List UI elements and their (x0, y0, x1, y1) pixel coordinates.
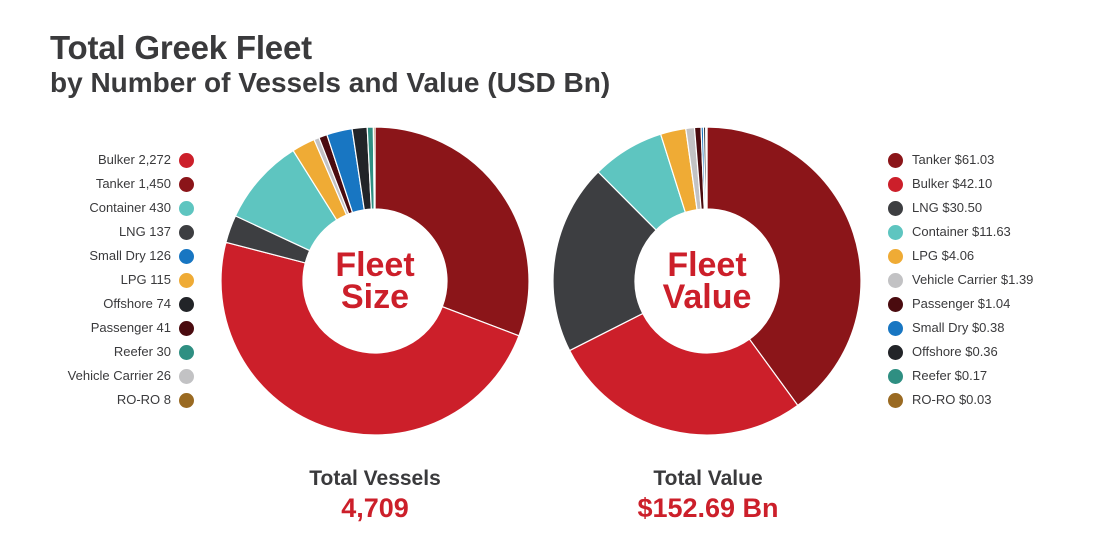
legend-label: RO-RO $0.03 (912, 392, 992, 407)
slice-bulker (220, 241, 520, 436)
legend-item-container: Container $11.63 (888, 223, 1011, 241)
legend-label: Container $11.63 (912, 224, 1011, 239)
legend-swatch (888, 272, 903, 288)
legend-item-lng: LNG $30.50 (888, 199, 982, 217)
legend-label: Passenger 41 (90, 320, 171, 335)
legend-label: Container 430 (89, 200, 171, 215)
legend-item-tanker: Tanker $61.03 (888, 151, 994, 169)
legend-label: Small Dry $0.38 (912, 320, 1005, 335)
legend-item-ro-ro: RO-RO 8 (117, 391, 194, 409)
legend-item-vehicle-carrier: Vehicle Carrier 26 (68, 367, 194, 385)
legend-swatch (179, 152, 194, 168)
legend-swatch (888, 320, 903, 336)
legend-swatch (179, 224, 194, 240)
legend-swatch (888, 392, 903, 408)
legend-item-ro-ro: RO-RO $0.03 (888, 391, 991, 409)
center-label-line: Fleet (335, 246, 414, 284)
legend-label: Passenger $1.04 (912, 296, 1011, 311)
legend-swatch (179, 176, 194, 192)
center-label-line: Size (341, 278, 409, 316)
legend-item-vehicle-carrier: Vehicle Carrier $1.39 (888, 271, 1033, 289)
legend-swatch (888, 152, 903, 168)
legend-label: RO-RO 8 (116, 392, 171, 407)
total-value-value: $152.69 Bn (637, 493, 779, 523)
legend-label: Bulker $42.10 (912, 176, 993, 191)
legend-label: Vehicle Carrier 26 (67, 368, 171, 383)
legend-swatch (888, 296, 903, 312)
legend-swatch (888, 248, 903, 264)
legend-item-passenger: Passenger 41 (91, 319, 194, 337)
slice-bulker (568, 312, 799, 436)
total-vessels-value: 4,709 (341, 493, 409, 523)
legend-item-passenger: Passenger $1.04 (888, 295, 1010, 313)
total-value-label: Total Value (653, 467, 763, 490)
legend-item-lpg: LPG 115 (121, 271, 194, 289)
legend-swatch (888, 224, 903, 240)
legend-label: LNG 137 (118, 224, 171, 239)
legend-item-reefer: Reefer $0.17 (888, 367, 987, 385)
legend-item-small-dry: Small Dry $0.38 (888, 319, 1004, 337)
slice-lng (552, 171, 657, 352)
legend-swatch (179, 320, 194, 336)
page-subtitle: by Number of Vessels and Value (USD Bn) (50, 67, 611, 98)
legend-swatch (179, 272, 194, 288)
total-vessels-label: Total Vessels (309, 467, 441, 490)
legend-swatch (179, 368, 194, 384)
slice-tanker (374, 126, 530, 337)
legend-label: Reefer 30 (113, 344, 171, 359)
legend-label: Reefer $0.17 (912, 368, 988, 383)
center-label-line: Value (663, 278, 752, 316)
legend-swatch (888, 344, 903, 360)
legend-label: LNG $30.50 (912, 200, 983, 215)
legend-swatch (179, 392, 194, 408)
legend-swatch (888, 176, 903, 192)
legend-label: Tanker 1,450 (95, 176, 171, 191)
legend-label: Small Dry 126 (89, 248, 171, 263)
legend-item-bulker: Bulker $42.10 (888, 175, 992, 193)
legend-swatch (888, 368, 903, 384)
legend-item-small-dry: Small Dry 126 (89, 247, 194, 265)
legend-label: Vehicle Carrier $1.39 (912, 272, 1034, 287)
legend-item-reefer: Reefer 30 (114, 343, 194, 361)
legend-item-lng: LNG 137 (119, 223, 194, 241)
center-label-line: Fleet (667, 246, 746, 284)
legend-swatch (888, 200, 903, 216)
legend-item-container: Container 430 (89, 199, 194, 217)
legend-label: Offshore $0.36 (912, 344, 998, 359)
legend-item-bulker: Bulker 2,272 (98, 151, 194, 169)
legend-item-tanker: Tanker 1,450 (96, 175, 194, 193)
legend-item-lpg: LPG $4.06 (888, 247, 974, 265)
legend-item-offshore: Offshore 74 (103, 295, 194, 313)
slice-tanker (706, 126, 862, 407)
legend-label: LPG 115 (120, 272, 171, 287)
legend-swatch (179, 344, 194, 360)
legend-label: Tanker $61.03 (912, 152, 995, 167)
slice-ro-ro (372, 126, 376, 210)
legend-swatch (179, 200, 194, 216)
page-title: Total Greek Fleet (50, 29, 312, 66)
legend-label: Offshore 74 (103, 296, 171, 311)
legend-label: Bulker 2,272 (98, 152, 171, 167)
legend-swatch (179, 248, 194, 264)
legend-swatch (179, 296, 194, 312)
legend-item-offshore: Offshore $0.36 (888, 343, 998, 361)
legend-label: LPG $4.06 (912, 248, 975, 263)
